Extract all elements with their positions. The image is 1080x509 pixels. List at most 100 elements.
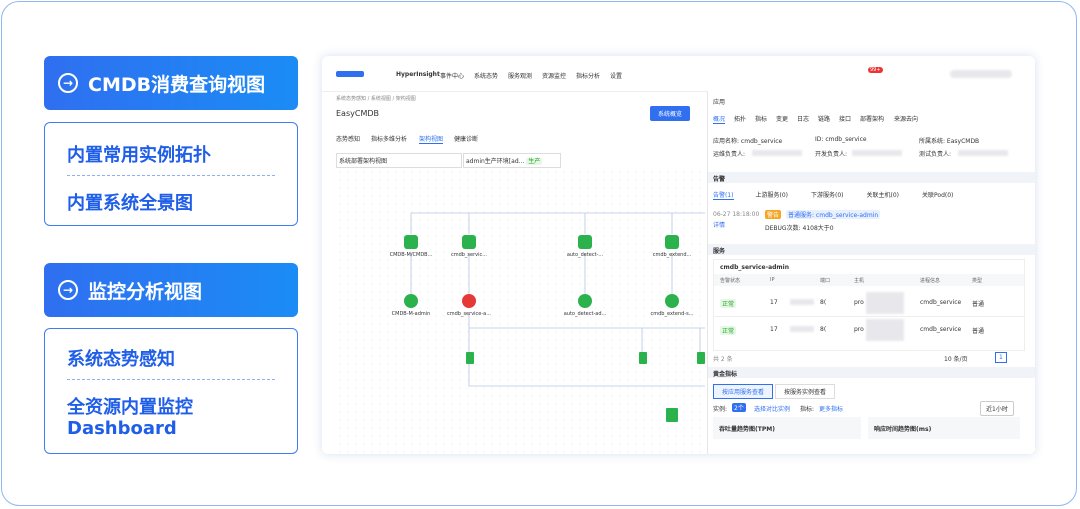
chart-card: 响应时间趋势图(ms) <box>868 417 1020 439</box>
breadcrumb: 系统态势感知 / 系统视图 / 架构视图 <box>336 96 416 102</box>
node-icon <box>404 235 418 249</box>
alert-tab[interactable]: 下游服务(0) <box>811 192 844 199</box>
tab[interactable]: 指标多维分析 <box>371 136 408 143</box>
node-label: cmdb_servic... <box>450 252 488 258</box>
panel-tab[interactable]: 部署架构 <box>860 116 885 123</box>
panel-tab[interactable]: 拓扑 <box>734 116 747 123</box>
panel-tab[interactable]: 变更 <box>776 116 789 123</box>
view-button[interactable]: 按应用服务查看 <box>713 384 774 399</box>
table-cell: 17 <box>770 299 778 306</box>
view-button[interactable]: 按服务实例查看 <box>775 384 836 399</box>
item: 全资源内置监控 <box>67 397 193 418</box>
field: 应用名称: cmdb_service <box>713 138 783 145</box>
table-cell: 普通 <box>972 328 985 335</box>
page-title: EasyCMDB <box>336 109 379 118</box>
section-title: 黄金指标 <box>713 371 738 378</box>
node-icon <box>462 294 476 308</box>
page-size[interactable]: 10 条/页 <box>944 356 968 363</box>
divider <box>322 91 1035 92</box>
table-cell: pro <box>854 299 864 306</box>
tab[interactable]: 架构视图 <box>419 136 444 144</box>
section-bar: 服务 <box>708 244 1035 255</box>
panel-tab[interactable]: 链路 <box>818 116 831 123</box>
nav-item[interactable]: 指标分析 <box>576 73 601 80</box>
field: 所属系统: EasyCMDB <box>919 138 980 145</box>
env-tag: 生产 <box>526 158 543 165</box>
field: 开发负责人: <box>815 151 848 158</box>
item: Dashboard <box>67 418 177 439</box>
nav-item[interactable]: 资源监控 <box>542 73 567 80</box>
section-title: 服务 <box>713 248 726 255</box>
node-icon <box>462 235 476 249</box>
status: 正常 <box>720 326 737 335</box>
node-icon <box>578 235 592 249</box>
alert-tab[interactable]: 告警(1) <box>713 192 734 200</box>
select[interactable]: admin生产环境[ad... 生产 <box>463 153 561 168</box>
select[interactable]: 系统部署架构视图 <box>336 153 462 168</box>
badge: 99+ <box>868 67 883 73</box>
select-text: admin生产环境[ad... <box>466 158 525 165</box>
tab[interactable]: 健康诊断 <box>454 136 479 143</box>
time-range[interactable]: 近1小时 <box>980 401 1014 416</box>
section-title: 告警 <box>713 176 726 183</box>
table-cell: cmdb_service <box>920 299 962 306</box>
alert-tab[interactable]: 关联主机(0) <box>866 192 900 199</box>
redacted <box>866 319 904 341</box>
alert-message: DEBUG次数: 4108大于0 <box>765 225 834 232</box>
field: ID: cmdb_service <box>815 136 867 143</box>
alert-detail[interactable]: 详情 <box>713 222 726 229</box>
section-bar: 黄金指标 <box>708 367 1035 378</box>
server-icon <box>466 352 474 364</box>
nav-item[interactable]: 系统态势 <box>474 73 499 80</box>
tab[interactable]: 态势感知 <box>336 136 361 143</box>
server-icon <box>639 352 647 364</box>
table-header-cell: 告警状态 <box>720 278 741 284</box>
user <box>950 70 1012 78</box>
node-label: cmdb_extend-s... <box>650 311 694 317</box>
nav-item[interactable]: 事件中心 <box>440 73 465 80</box>
section-bar: 告警 <box>708 172 1035 183</box>
panel-tab[interactable]: 来源去向 <box>894 116 919 123</box>
panel-tab[interactable]: 接口 <box>839 116 852 123</box>
metric-label: 指标: <box>800 406 815 413</box>
table-cell: cmdb_service <box>920 326 962 333</box>
logo <box>336 71 364 77</box>
alert-tab[interactable]: 上游服务(0) <box>755 192 789 199</box>
alert-level: 警告 <box>765 210 782 219</box>
topology-lines <box>410 212 705 387</box>
service-table: cmdb_service-admin 告警状态 IP 端口 主机 进程信息 类型 正常 17 8… <box>713 259 1025 351</box>
nav-item[interactable]: 服务观测 <box>508 73 533 80</box>
panel-tab[interactable]: 概况 <box>713 116 726 124</box>
section-box: 系统态势感知 全资源内置监控 Dashboard <box>44 328 298 454</box>
server-icon <box>666 408 678 422</box>
more-metrics[interactable]: 更多指标 <box>819 406 844 413</box>
page[interactable]: 1 <box>995 352 1007 363</box>
compare[interactable]: 选择对比实例 <box>754 406 791 413</box>
panel-tab[interactable]: 日志 <box>797 116 810 123</box>
field: 测试负责人: <box>919 151 952 158</box>
divider <box>67 175 275 176</box>
panel-tab[interactable]: 指标 <box>755 116 768 123</box>
table-cell: 普通 <box>972 301 985 308</box>
section-box: 内置常用实例拓扑 内置系统全景图 <box>44 122 298 226</box>
brand: HyperInsight <box>396 71 440 78</box>
node-label: auto_detect-ad... <box>563 311 607 317</box>
node-icon <box>578 294 592 308</box>
overview-button[interactable]: 系统概览 <box>650 106 691 121</box>
alert-target: 普通服务: cmdb_service-admin <box>786 210 881 219</box>
node-label: auto_detect-... <box>566 252 604 258</box>
status: 正常 <box>720 299 737 308</box>
redacted <box>958 150 1008 156</box>
app-screenshot: HyperInsight 事件中心 系统态势 服务观测 资源监控 指标分析 设置 99+ … <box>322 56 1035 454</box>
node-icon <box>404 294 418 308</box>
alert-tab[interactable]: 关联Pod(0) <box>922 192 954 199</box>
chart-title: 响应时间趋势图(ms) <box>874 426 932 433</box>
nav-item[interactable]: 设置 <box>610 73 623 80</box>
node-label: cmdb_extend... <box>652 252 692 258</box>
table-header-cell: 主机 <box>854 278 865 284</box>
table-cell: 8( <box>820 299 827 306</box>
item: 系统态势感知 <box>67 349 175 370</box>
redacted <box>852 150 902 156</box>
redacted <box>790 299 814 305</box>
